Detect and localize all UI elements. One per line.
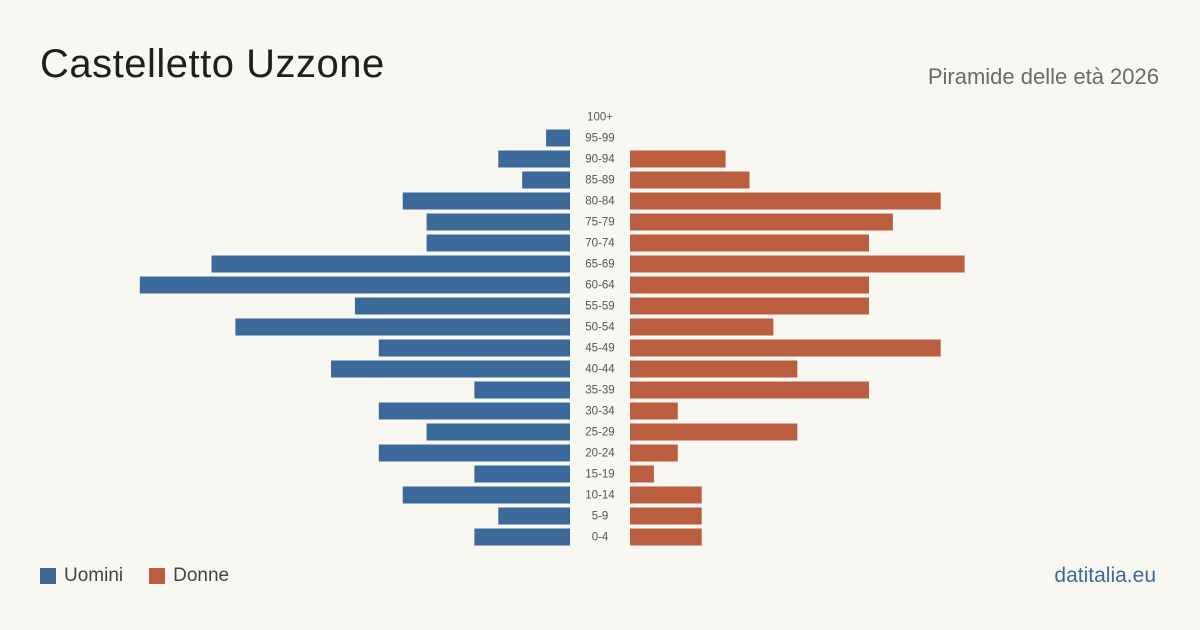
age-label-0-4: 0-4 [592, 532, 609, 544]
source-link[interactable]: datitalia.eu [1054, 564, 1156, 587]
bar-men-45-49 [378, 339, 570, 357]
bar-men-60-64 [139, 276, 571, 294]
bar-women-5-9 [630, 507, 702, 525]
bar-women-55-59 [630, 297, 869, 315]
age-label-95-99: 95-99 [585, 133, 614, 145]
bar-men-35-39 [474, 381, 570, 399]
bar-men-95-99 [546, 129, 570, 147]
population-pyramid: 100+ 95-99 90-94 85-89 80-84 75-79 70-74 65-69 6… [139, 112, 965, 546]
bar-women-40-44 [630, 360, 798, 378]
bar-men-30-34 [378, 402, 570, 420]
bar-women-15-19 [630, 465, 654, 483]
bar-men-90-94 [498, 150, 570, 168]
bar-women-20-24 [630, 444, 678, 462]
bar-men-20-24 [378, 444, 570, 462]
age-label-45-49: 45-49 [585, 343, 614, 355]
legend-label-women: Donne [173, 565, 230, 586]
bar-women-80-84 [630, 192, 941, 210]
bar-men-85-89 [522, 171, 570, 189]
legend: Uomini Donne [40, 565, 255, 587]
bar-men-75-79 [426, 213, 570, 231]
chart-title: Castelletto Uzzone [40, 42, 385, 86]
bar-men-0-4 [474, 528, 570, 546]
age-label-80-84: 80-84 [585, 196, 615, 208]
bar-women-75-79 [630, 213, 893, 231]
bar-women-10-14 [630, 486, 702, 504]
bar-men-40-44 [331, 360, 570, 378]
bar-men-70-74 [426, 234, 570, 252]
age-label-40-44: 40-44 [585, 364, 615, 376]
age-label-70-74: 70-74 [585, 238, 615, 250]
age-label-90-94: 90-94 [585, 154, 615, 166]
bar-men-15-19 [474, 465, 570, 483]
chart-subtitle: Piramide delle età 2026 [927, 64, 1159, 89]
bar-men-65-69 [211, 255, 570, 273]
bar-women-70-74 [630, 234, 869, 252]
age-label-10-14: 10-14 [585, 490, 615, 502]
bar-women-60-64 [630, 276, 869, 294]
age-label-55-59: 55-59 [585, 301, 614, 313]
age-label-100+: 100+ [587, 112, 613, 124]
bar-women-90-94 [630, 150, 726, 168]
age-label-60-64: 60-64 [585, 280, 615, 292]
bar-men-50-54 [235, 318, 570, 336]
bar-women-35-39 [630, 381, 869, 399]
bar-men-5-9 [498, 507, 570, 525]
age-label-5-9: 5-9 [592, 511, 609, 523]
age-label-25-29: 25-29 [585, 427, 614, 439]
bar-women-0-4 [630, 528, 702, 546]
legend-item-men: Uomini [40, 565, 123, 587]
bar-women-50-54 [630, 318, 774, 336]
legend-label-men: Uomini [64, 565, 124, 586]
age-label-15-19: 15-19 [585, 469, 614, 481]
legend-item-women: Donne [149, 565, 229, 587]
bar-men-55-59 [354, 297, 570, 315]
bar-women-45-49 [630, 339, 941, 357]
legend-swatch-men [40, 568, 56, 584]
age-label-65-69: 65-69 [585, 259, 614, 271]
bar-men-25-29 [426, 423, 570, 441]
bar-women-85-89 [630, 171, 750, 189]
age-label-85-89: 85-89 [585, 175, 614, 187]
legend-swatch-women [149, 568, 166, 584]
age-label-30-34: 30-34 [585, 406, 615, 418]
bar-men-80-84 [402, 192, 570, 210]
age-label-20-24: 20-24 [585, 448, 615, 460]
age-label-35-39: 35-39 [585, 385, 614, 397]
bar-women-30-34 [630, 402, 678, 420]
age-label-50-54: 50-54 [585, 322, 615, 334]
bar-men-10-14 [402, 486, 570, 504]
age-label-75-79: 75-79 [585, 217, 614, 229]
bar-women-65-69 [630, 255, 965, 273]
bar-women-25-29 [630, 423, 798, 441]
